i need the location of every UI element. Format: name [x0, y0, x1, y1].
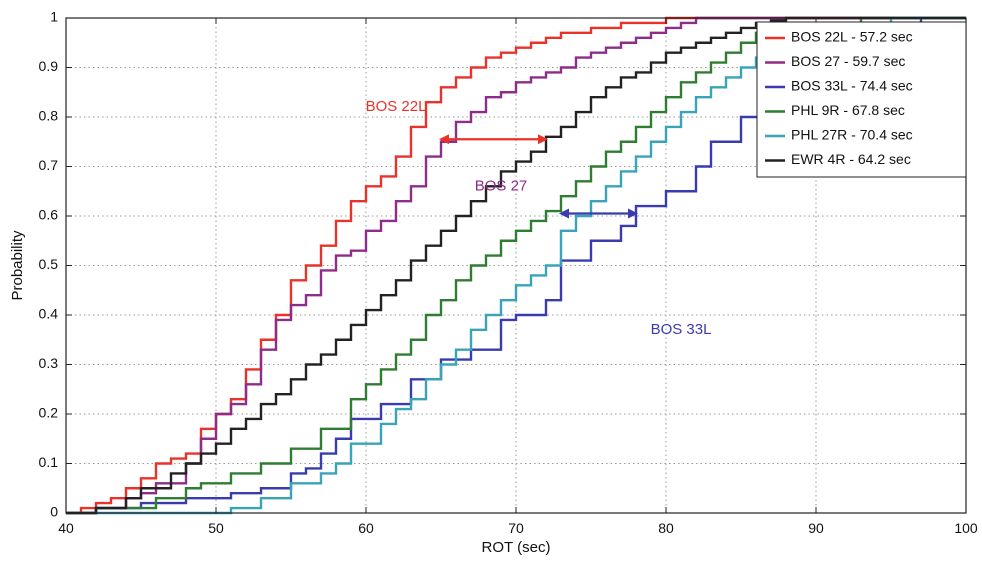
legend-label-5: EWR 4R - 64.2 sec: [791, 151, 911, 167]
legend-label-0: BOS 22L - 57.2 sec: [791, 29, 913, 45]
series-line-0: [66, 16, 966, 515]
legend-label-2: BOS 33L - 74.4 sec: [791, 78, 913, 94]
x-tick-label-1: 50: [208, 520, 224, 536]
y-tick-label-1: 0.1: [39, 454, 59, 470]
series-line-5: [66, 16, 966, 515]
x-tick-label-6: 100: [954, 520, 978, 536]
annotation-label-0: BOS 22L: [366, 98, 427, 115]
y-tick-label-6: 0.6: [39, 207, 59, 223]
series-line-3: [66, 16, 966, 515]
y-tick-label-5: 0.5: [39, 256, 59, 272]
y-tick-label-3: 0.3: [39, 355, 59, 371]
x-tick-label-5: 90: [808, 520, 824, 536]
x-tick-label-3: 70: [508, 520, 524, 536]
x-tick-label-4: 80: [658, 520, 674, 536]
series-line-4: [66, 16, 966, 515]
x-tick-label-0: 40: [58, 520, 74, 536]
y-tick-label-8: 0.8: [39, 108, 59, 124]
annotation-label-2: BOS 33L: [651, 321, 712, 338]
x-tick-label-2: 60: [358, 520, 374, 536]
x-axis-label: ROT (sec): [482, 539, 551, 556]
legend-label-3: PHL 9R - 67.8 sec: [791, 102, 905, 118]
y-tick-label-0: 0: [50, 504, 58, 520]
series-line-1: [66, 16, 966, 515]
legend-box: [756, 21, 967, 178]
y-tick-label-10: 1: [50, 9, 58, 25]
legend-label-1: BOS 27 - 59.7 sec: [791, 53, 905, 69]
series-layer: [66, 16, 966, 515]
tick-labels: 40 50 60 70 80 90 100 0 0.1 0.2 0.3 0.4 0.5 0.6 0.7 0.8…: [39, 9, 978, 536]
annotation-label-1: BOS 27: [475, 177, 528, 194]
legend-label-4: PHL 27R - 70.4 sec: [791, 127, 913, 143]
legend: BOS 22L - 57.2 sec BOS 27 - 59.7 sec BOS 3…: [756, 21, 967, 178]
y-tick-label-2: 0.2: [39, 405, 59, 421]
y-tick-label-7: 0.7: [39, 157, 59, 173]
y-tick-label-9: 0.9: [39, 58, 59, 74]
annotation-labels: BOS 22L BOS 27 BOS 33L: [366, 98, 712, 338]
y-tick-label-4: 0.4: [39, 306, 59, 322]
annotation-arrows: [439, 134, 638, 219]
y-axis-label: Probability: [9, 230, 26, 301]
